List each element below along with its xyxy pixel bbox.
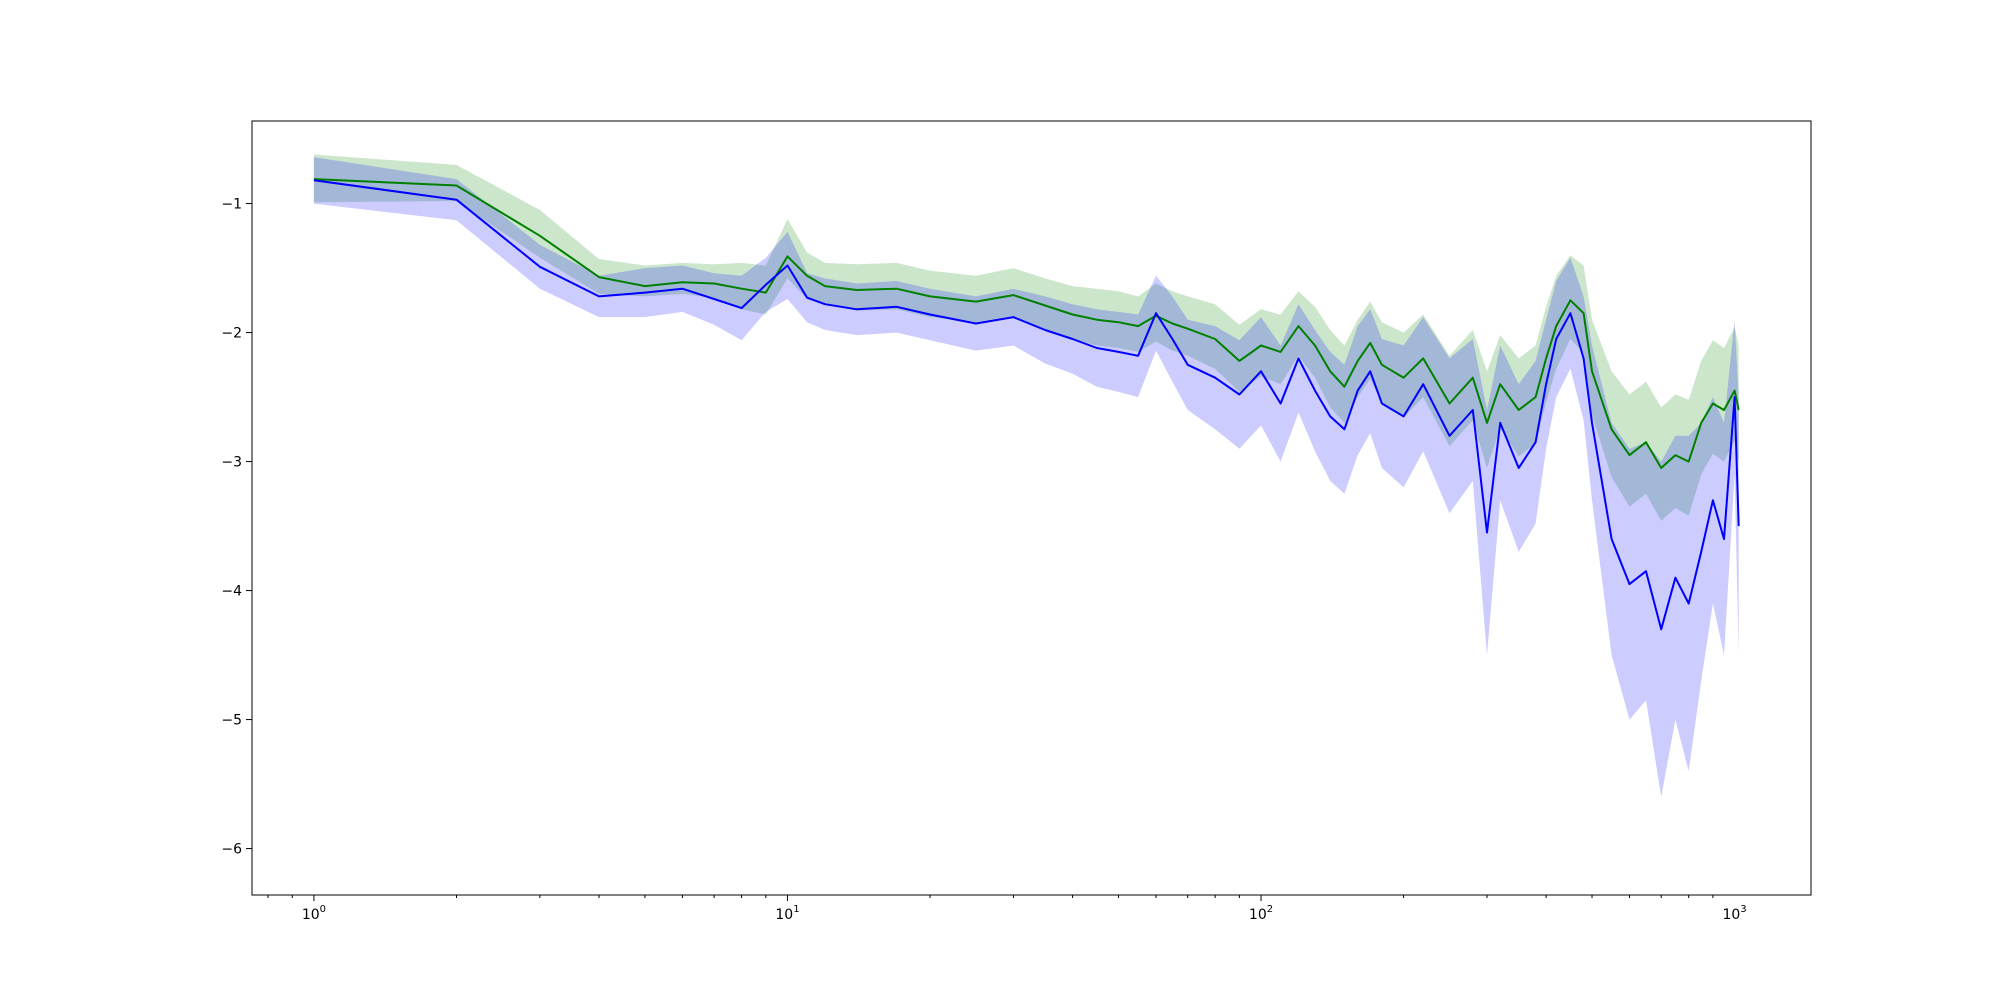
x-tick-label: 101: [775, 904, 799, 923]
plot-frame: [251, 120, 1812, 896]
line-series-2: [313, 179, 1740, 631]
y-tick-label: −5: [221, 713, 242, 729]
y-tick-label: −2: [221, 326, 242, 342]
band-series-2: [313, 157, 1739, 798]
x-axis: 100 101 102 103: [267, 895, 1747, 923]
y-tick-label: −3: [221, 455, 242, 471]
series-lines: [313, 178, 1740, 631]
y-tick-label: −6: [221, 842, 242, 858]
y-tick-label: −4: [221, 584, 242, 600]
x-tick-label: 100: [302, 904, 326, 923]
line-series-1: [313, 178, 1740, 469]
y-axis: −1 −2 −3 −4 −5 −6: [221, 197, 252, 858]
y-tick-label: −1: [221, 197, 242, 213]
confidence-bands: [313, 154, 1739, 798]
x-tick-label: 103: [1722, 904, 1746, 923]
x-tick-label: 102: [1249, 904, 1273, 923]
band-series-1: [313, 154, 1739, 521]
